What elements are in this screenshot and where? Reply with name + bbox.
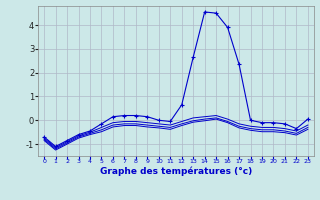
X-axis label: Graphe des températures (°c): Graphe des températures (°c) — [100, 167, 252, 176]
